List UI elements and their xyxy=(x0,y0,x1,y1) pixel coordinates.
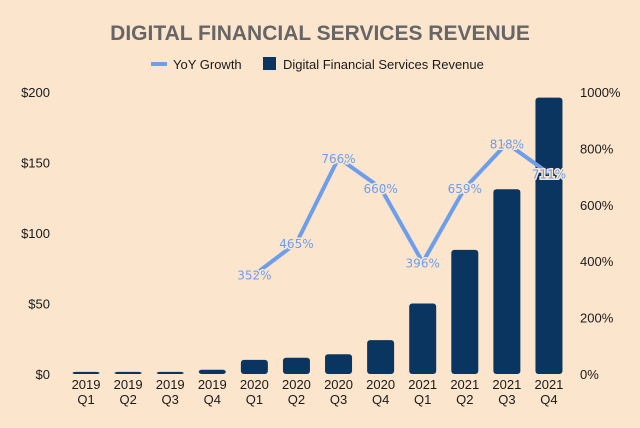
x-axis-quarter-label: Q3 xyxy=(498,392,515,407)
yoy-growth-data-label: 660% xyxy=(363,182,397,196)
x-axis-quarter-label: Q1 xyxy=(414,392,431,407)
x-axis-quarter-label: Q2 xyxy=(119,392,136,407)
right-axis-tick-label: 1000% xyxy=(580,85,621,100)
revenue-bar xyxy=(451,249,479,374)
revenue-bar xyxy=(282,357,310,374)
yoy-growth-data-label: 766% xyxy=(321,152,355,166)
x-axis-quarter-label: Q2 xyxy=(456,392,473,407)
revenue-bars xyxy=(72,97,563,374)
x-axis-quarter-label: Q2 xyxy=(288,392,305,407)
x-axis-year-label: 2020 xyxy=(240,377,269,392)
x-axis-year-label: 2020 xyxy=(324,377,353,392)
revenue-bar xyxy=(156,371,184,374)
revenue-bar xyxy=(114,371,142,374)
chart-title: DIGITAL FINANCIAL SERVICES REVENUE xyxy=(110,22,530,45)
revenue-bar xyxy=(409,303,437,374)
revenue-bar xyxy=(367,340,395,374)
left-axis-tick-label: $50 xyxy=(28,297,50,312)
yoy-growth-data-label: 396% xyxy=(406,256,440,270)
x-axis-quarter-label: Q1 xyxy=(246,392,263,407)
x-axis-year-label: 2020 xyxy=(282,377,311,392)
legend-swatch-revenue xyxy=(263,57,276,70)
x-axis-quarter-label: Q3 xyxy=(162,392,179,407)
revenue-bar xyxy=(325,354,353,374)
right-axis-tick-label: 800% xyxy=(580,141,614,156)
legend: YoY Growth Digital Financial Services Re… xyxy=(151,57,484,72)
x-axis: 2019Q12019Q22019Q32019Q42020Q12020Q22020… xyxy=(72,377,564,407)
left-axis-tick-label: $200 xyxy=(21,85,50,100)
x-axis-quarter-label: Q3 xyxy=(330,392,347,407)
x-axis-quarter-label: Q1 xyxy=(77,392,94,407)
x-axis-quarter-label: Q4 xyxy=(540,392,557,407)
x-axis-year-label: 2021 xyxy=(534,377,563,392)
x-axis-year-label: 2019 xyxy=(198,377,227,392)
revenue-bar xyxy=(72,371,100,374)
left-axis: $0 $50 $100 $150 $200 xyxy=(21,85,50,382)
x-axis-year-label: 2019 xyxy=(156,377,185,392)
revenue-bar xyxy=(535,97,563,374)
left-axis-tick-label: $150 xyxy=(21,156,50,171)
right-axis-tick-label: 400% xyxy=(580,254,614,269)
left-axis-tick-label: $0 xyxy=(36,367,50,382)
yoy-growth-data-label: 352% xyxy=(237,269,271,283)
yoy-growth-data-label: 659% xyxy=(448,182,482,196)
x-axis-year-label: 2021 xyxy=(492,377,521,392)
revenue-bar xyxy=(240,359,268,374)
yoy-growth-data-label: 465% xyxy=(279,237,313,251)
yoy-growth-data-label: 711% xyxy=(532,167,566,181)
legend-label-revenue: Digital Financial Services Revenue xyxy=(283,57,484,72)
x-axis-year-label: 2019 xyxy=(72,377,101,392)
right-axis-tick-label: 0% xyxy=(580,367,599,382)
x-axis-year-label: 2020 xyxy=(366,377,395,392)
yoy-growth-polyline xyxy=(253,140,551,277)
x-axis-year-label: 2021 xyxy=(408,377,437,392)
x-axis-year-label: 2021 xyxy=(450,377,479,392)
yoy-growth-labels: 352% 465% 766% 660% 396% 659% 818% 711% xyxy=(236,136,568,284)
left-axis-tick-label: $100 xyxy=(21,226,50,241)
yoy-growth-data-label: 818% xyxy=(490,137,524,151)
x-axis-quarter-label: Q4 xyxy=(372,392,389,407)
yoy-growth-line xyxy=(253,140,551,277)
right-axis-tick-label: 600% xyxy=(580,198,614,213)
revenue-bar xyxy=(198,369,226,374)
right-axis: 0% 200% 400% 600% 800% 1000% xyxy=(580,85,621,382)
legend-label-yoy-growth: YoY Growth xyxy=(173,57,242,72)
right-axis-tick-label: 200% xyxy=(580,311,614,326)
x-axis-quarter-label: Q4 xyxy=(204,392,221,407)
revenue-bar xyxy=(493,189,521,374)
x-axis-year-label: 2019 xyxy=(114,377,143,392)
